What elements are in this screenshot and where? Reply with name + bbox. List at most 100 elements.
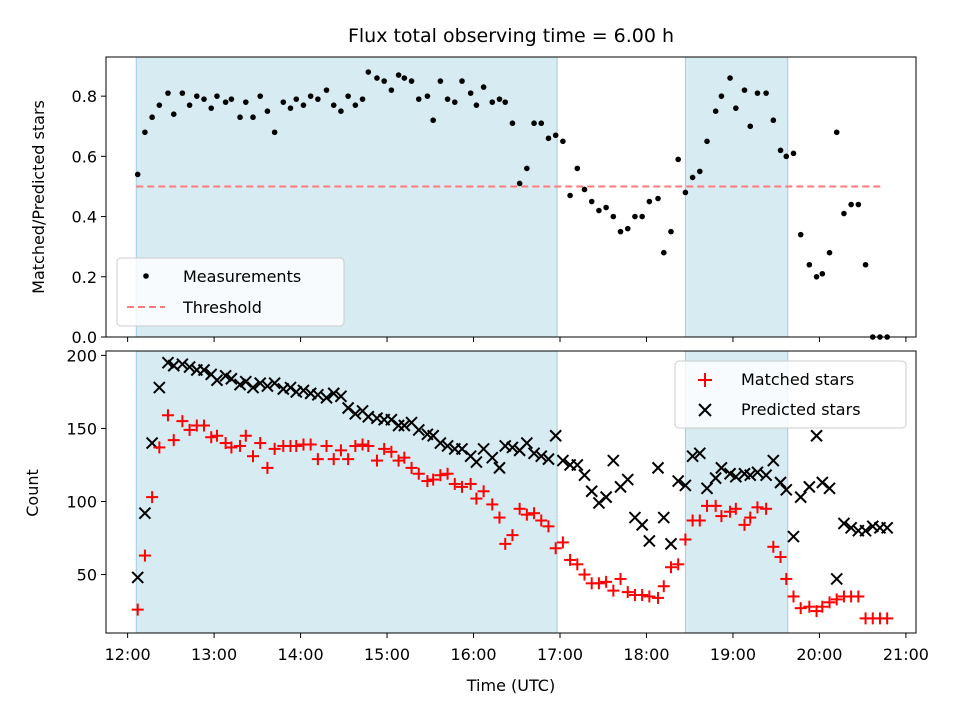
measurement-point (264, 108, 271, 114)
measurement-point (689, 174, 696, 181)
ratio-y-tick-label: 0.8 (72, 87, 97, 106)
predicted-stars-point (744, 468, 757, 482)
measurement-point (330, 102, 337, 108)
matched-stars-point (506, 529, 519, 542)
ratio-y-tick-label: 0.4 (72, 208, 97, 227)
matched-stars-point (556, 536, 569, 549)
counts-y-tick-label: 200 (66, 346, 97, 365)
measurement-point (560, 138, 566, 145)
predicted-stars-point (197, 363, 211, 377)
measurement-point (280, 99, 287, 105)
predicted-stars-point (520, 436, 534, 450)
measurement-point (797, 231, 804, 238)
matched-stars-point (520, 508, 533, 521)
matched-stars-point (225, 441, 238, 454)
measurement-point (813, 273, 820, 280)
counts-y-tick-label: 150 (66, 419, 97, 438)
predicted-stars-point (434, 436, 447, 450)
matched-stars-point (614, 572, 627, 585)
measurement-point (496, 96, 503, 102)
predicted-stars-point (810, 429, 823, 442)
counts-y-axis-label: Count (23, 469, 42, 517)
ratio-panel: 0.00.20.40.60.8 Matched/Predicted stars … (29, 56, 917, 347)
measurement-point (408, 78, 415, 84)
matched-stars-point (334, 444, 347, 457)
measurement-point (516, 180, 523, 187)
matched-stars-point (664, 561, 677, 574)
matched-stars-point (738, 518, 751, 531)
matched-stars-point (578, 568, 591, 581)
matched-stars-point (724, 505, 737, 518)
measurement-point (538, 120, 545, 127)
predicted-stars-point (549, 429, 562, 442)
matched-stars-point (607, 584, 620, 597)
predicted-stars-point (679, 479, 692, 492)
predicted-stars-point (542, 452, 555, 466)
matched-stars-point (167, 434, 180, 447)
predicted-stars-point (556, 454, 570, 467)
predicted-stars-point (261, 379, 274, 393)
measurement-point (156, 102, 163, 108)
measurement-point (201, 96, 207, 102)
matched-stars-point (803, 600, 816, 613)
predicted-stars-point (297, 384, 310, 397)
predicted-stars-point (470, 455, 483, 469)
predicted-stars-point (138, 506, 152, 520)
measurement-point (727, 75, 733, 81)
matched-stars-point (392, 454, 405, 467)
predicted-stars-point (327, 387, 340, 400)
matched-stars-point (146, 491, 159, 504)
matched-stars-point (535, 514, 548, 527)
x-tick-label: 17:00 (537, 645, 583, 664)
predicted-stars-point (837, 517, 851, 530)
predicted-stars-point (686, 449, 699, 463)
matched-stars-point (261, 461, 274, 474)
measurement-point (424, 93, 431, 99)
matched-stars-point (816, 600, 829, 613)
measurement-point (712, 108, 719, 114)
measurement-point (345, 93, 351, 99)
measurement-point (632, 213, 638, 220)
measurement-point (660, 249, 667, 256)
x-tick-label: 14:00 (278, 645, 324, 664)
measurement-point (545, 135, 552, 142)
matched-stars-point (349, 439, 362, 452)
predicted-stars-point (803, 480, 816, 494)
predicted-stars-point (880, 521, 894, 535)
matched-stars-point (441, 467, 454, 480)
matched-stars-point (657, 580, 670, 593)
legend-predicted-marker (698, 403, 712, 417)
matched-stars-point (138, 549, 151, 562)
predicted-stars-point (210, 374, 224, 387)
predicted-stars-point (268, 376, 281, 390)
predicted-stars-point (671, 474, 685, 488)
matched-stars-point (183, 423, 196, 436)
measurement-point (531, 120, 537, 127)
matched-stars-point (362, 439, 375, 452)
measurement-point (352, 102, 359, 108)
x-tick-label: 20:00 (796, 645, 842, 664)
matched-stars-point (370, 454, 383, 467)
matched-stars-point (493, 511, 506, 524)
matched-stars-point (247, 450, 260, 463)
measurement-point (567, 192, 573, 199)
measurement-point (287, 105, 294, 111)
predicted-stars-point (693, 447, 707, 460)
measurement-point (293, 96, 300, 102)
matched-stars-point (760, 502, 773, 515)
measurement-point (819, 270, 826, 277)
predicted-stars-point (823, 482, 836, 495)
matched-stars-point (852, 590, 865, 603)
matched-stars-point (421, 475, 434, 488)
matched-stars-point (528, 507, 541, 520)
measurement-point (841, 210, 847, 217)
measurement-point (165, 90, 171, 96)
matched-stars-point (153, 441, 166, 454)
matched-stars-point (679, 533, 692, 546)
measurement-point (741, 87, 748, 93)
ratio-legend: Measurements Threshold (116, 257, 345, 327)
measurement-point (222, 99, 229, 105)
measurement-point (170, 111, 177, 118)
matched-stars-point (342, 453, 355, 466)
matched-stars-point (327, 453, 340, 466)
